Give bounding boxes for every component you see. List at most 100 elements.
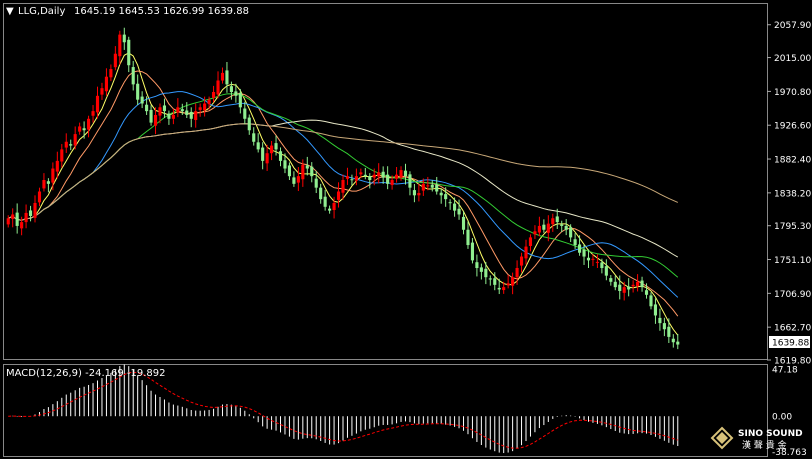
candle-body[interactable] (627, 286, 631, 290)
candle-body[interactable] (118, 34, 122, 57)
candle-body[interactable] (104, 76, 108, 92)
candle-body[interactable] (564, 225, 568, 230)
candle-body[interactable] (189, 111, 193, 119)
candle-body[interactable] (377, 172, 381, 177)
candle-body[interactable] (131, 67, 135, 85)
candle-body[interactable] (185, 110, 189, 115)
candle-body[interactable] (636, 281, 640, 287)
candle-body[interactable] (292, 177, 296, 184)
candle-body[interactable] (180, 109, 184, 112)
candle-body[interactable] (640, 280, 644, 288)
candle-body[interactable] (274, 143, 278, 150)
candlesticks[interactable] (6, 27, 680, 350)
candle-body[interactable] (466, 229, 470, 246)
candle-body[interactable] (229, 86, 233, 93)
candle-body[interactable] (243, 108, 247, 119)
candle-body[interactable] (149, 109, 153, 123)
candle-body[interactable] (305, 165, 309, 169)
candle-body[interactable] (537, 225, 541, 233)
candle-body[interactable] (162, 105, 167, 112)
candle-body[interactable] (20, 222, 24, 229)
candle-body[interactable] (60, 149, 64, 162)
candle-body[interactable] (319, 187, 323, 200)
candle-body[interactable] (609, 278, 613, 282)
candle-body[interactable] (82, 128, 86, 131)
candle-body[interactable] (122, 34, 126, 43)
candle-body[interactable] (484, 268, 488, 278)
candle-body[interactable] (497, 287, 501, 290)
candle-body[interactable] (453, 203, 457, 211)
candle-body[interactable] (591, 258, 595, 260)
candle-body[interactable] (278, 151, 283, 161)
candle-body[interactable] (145, 104, 149, 112)
candle-body[interactable] (345, 176, 350, 179)
candle-body[interactable] (216, 80, 220, 95)
candle-body[interactable] (658, 317, 662, 324)
candle-body[interactable] (399, 170, 403, 178)
candle-body[interactable] (11, 214, 15, 219)
dropdown-arrow-icon[interactable]: ▼ (6, 6, 14, 17)
candle-body[interactable] (171, 114, 175, 119)
candle-body[interactable] (524, 246, 528, 259)
candle-body[interactable] (33, 202, 37, 218)
candle-body[interactable] (296, 176, 300, 183)
candle-body[interactable] (408, 174, 412, 188)
candle-body[interactable] (582, 249, 586, 257)
candle-body[interactable] (421, 183, 425, 191)
candle-body[interactable] (653, 304, 658, 316)
candle-body[interactable] (261, 147, 265, 161)
candle-body[interactable] (555, 216, 559, 223)
candle-body[interactable] (354, 176, 358, 181)
candle-body[interactable] (194, 111, 198, 121)
candle-body[interactable] (42, 180, 46, 189)
candle-body[interactable] (270, 145, 274, 154)
candle-body[interactable] (595, 261, 599, 263)
candle-body[interactable] (37, 191, 42, 203)
candle-body[interactable] (283, 160, 287, 169)
candle-body[interactable] (234, 91, 238, 96)
candle-body[interactable] (336, 191, 341, 200)
candle-body[interactable] (363, 174, 367, 177)
candle-body[interactable] (586, 257, 591, 261)
candle-body[interactable] (618, 284, 622, 291)
candle-body[interactable] (127, 39, 131, 66)
candle-body[interactable] (403, 170, 408, 177)
candle-body[interactable] (448, 202, 452, 204)
candle-body[interactable] (613, 281, 617, 288)
candle-body[interactable] (136, 83, 140, 100)
candle-body[interactable] (578, 244, 582, 253)
candle-body[interactable] (140, 96, 144, 104)
candle-body[interactable] (287, 165, 291, 177)
candle-body[interactable] (167, 113, 171, 119)
candle-body[interactable] (64, 141, 68, 148)
candle-body[interactable] (158, 107, 162, 116)
candle-body[interactable] (560, 224, 564, 226)
candle-body[interactable] (198, 107, 202, 110)
candle-body[interactable] (551, 218, 555, 225)
candle-body[interactable] (573, 239, 577, 246)
candle-body[interactable] (649, 295, 653, 307)
candle-body[interactable] (314, 178, 318, 188)
candle-body[interactable] (461, 216, 466, 230)
candle-body[interactable] (381, 171, 385, 178)
candle-body[interactable] (301, 164, 305, 180)
candle-body[interactable] (225, 70, 229, 85)
candle-body[interactable] (73, 134, 77, 146)
candle-body[interactable] (323, 196, 327, 207)
candle-body[interactable] (372, 174, 376, 178)
candle-body[interactable] (176, 107, 180, 113)
candle-body[interactable] (109, 69, 113, 78)
candle-body[interactable] (390, 180, 394, 186)
candle-body[interactable] (528, 237, 533, 246)
candle-body[interactable] (439, 192, 443, 196)
candle-body[interactable] (662, 323, 666, 330)
candle-body[interactable] (332, 202, 336, 211)
candle-body[interactable] (519, 256, 524, 266)
candle-body[interactable] (46, 181, 50, 184)
candle-body[interactable] (430, 184, 434, 188)
candle-body[interactable] (426, 185, 430, 187)
candle-body[interactable] (493, 278, 497, 285)
candle-body[interactable] (310, 166, 314, 177)
candle-body[interactable] (368, 176, 372, 181)
